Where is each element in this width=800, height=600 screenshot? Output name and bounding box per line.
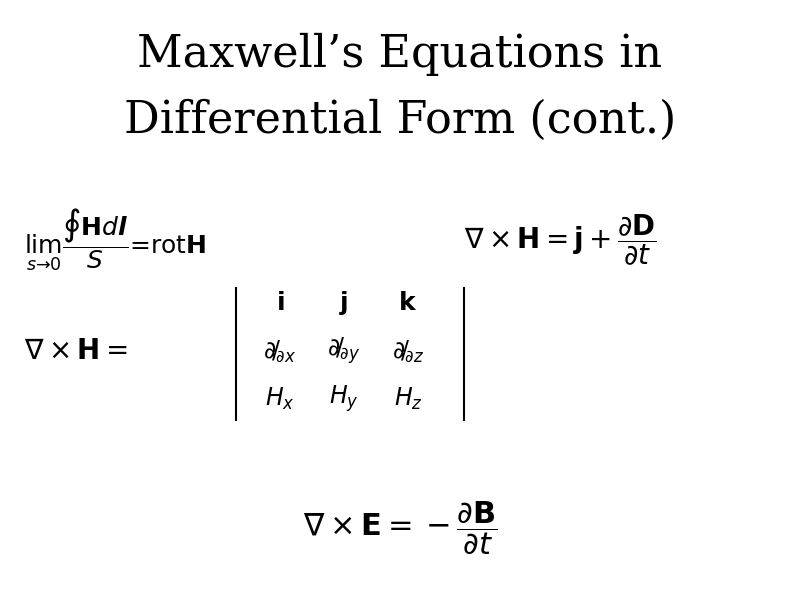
Text: $H_y$: $H_y$ xyxy=(329,383,359,415)
Text: $\nabla\times\mathbf{E} = -\dfrac{\partial\mathbf{B}}{\partial t}$: $\nabla\times\mathbf{E} = -\dfrac{\parti… xyxy=(302,499,498,557)
Text: $H_z$: $H_z$ xyxy=(394,386,422,412)
Text: $\partial\!/\!_{\partial z}$: $\partial\!/\!_{\partial z}$ xyxy=(392,338,424,364)
Text: $\partial\!/\!_{\partial x}$: $\partial\!/\!_{\partial x}$ xyxy=(263,338,297,364)
Text: $\nabla\times\mathbf{H} =$: $\nabla\times\mathbf{H} =$ xyxy=(24,337,128,365)
Text: Differential Form (cont.): Differential Form (cont.) xyxy=(124,98,676,142)
Text: $\partial\!/\!_{\partial y}$: $\partial\!/\!_{\partial y}$ xyxy=(327,335,361,367)
Text: $\mathbf{k}$: $\mathbf{k}$ xyxy=(398,291,418,315)
Text: $H_x$: $H_x$ xyxy=(265,386,295,412)
Text: $\mathbf{j}$: $\mathbf{j}$ xyxy=(339,289,349,317)
Text: $\nabla\times\mathbf{H} = \mathbf{j}+\dfrac{\partial\mathbf{D}}{\partial t}$: $\nabla\times\mathbf{H} = \mathbf{j}+\df… xyxy=(464,212,657,268)
Text: Maxwell’s Equations in: Maxwell’s Equations in xyxy=(138,32,662,76)
Text: $\lim_{s\to 0}\dfrac{\oint \mathbf{H}d\boldsymbol{l}}{S} = \mathrm{rot}\mathbf{H: $\lim_{s\to 0}\dfrac{\oint \mathbf{H}d\b… xyxy=(24,206,206,274)
Text: $\mathbf{i}$: $\mathbf{i}$ xyxy=(276,291,284,315)
